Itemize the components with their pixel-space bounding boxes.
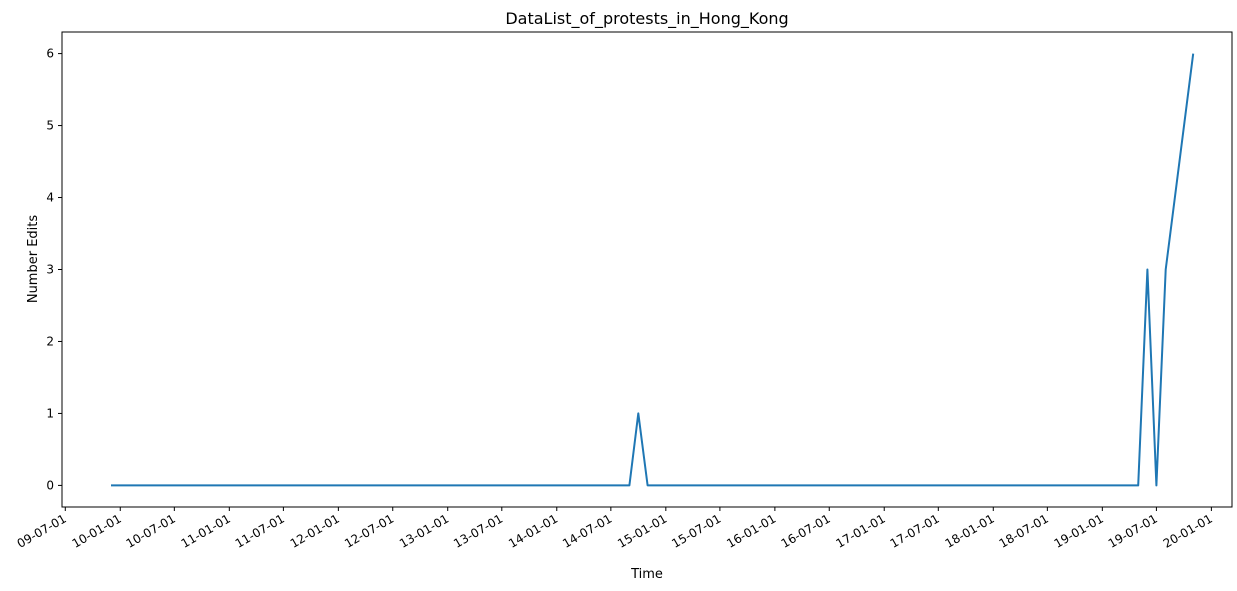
x-tick-label: 15-07-01: [669, 511, 723, 550]
x-tick-label: 16-07-01: [779, 511, 833, 550]
x-tick-label: 10-01-01: [70, 511, 124, 550]
x-tick-label: 14-07-01: [560, 511, 614, 550]
y-tick-label: 5: [46, 119, 54, 133]
x-tick-label: 19-07-01: [1106, 511, 1160, 550]
x-tick-label: 17-07-01: [888, 511, 942, 550]
y-tick-label: 2: [46, 334, 54, 348]
x-tick-label: 18-07-01: [997, 511, 1051, 550]
x-tick-label: 14-01-01: [506, 511, 560, 550]
y-tick-label: 6: [46, 47, 54, 61]
x-tick-label: 11-01-01: [179, 511, 233, 550]
series-line: [111, 53, 1195, 487]
x-tick-label: 10-07-01: [124, 511, 178, 550]
x-tick-label: 11-07-01: [233, 511, 287, 550]
x-tick-label: 19-01-01: [1052, 511, 1106, 550]
y-tick-label: 1: [46, 406, 54, 420]
x-tick-label: 13-01-01: [397, 511, 451, 550]
x-tick-label: 15-01-01: [615, 511, 669, 550]
x-tick-label: 12-07-01: [342, 511, 396, 550]
x-tick-label: 09-07-01: [15, 511, 69, 550]
x-tick-label: 13-07-01: [451, 511, 505, 550]
y-axis-label: Number Edits: [26, 215, 41, 304]
x-tick-label: 20-01-01: [1161, 511, 1215, 550]
y-tick-label: 0: [46, 478, 54, 492]
y-tick-label: 4: [46, 191, 54, 205]
series-layer: [111, 53, 1195, 487]
x-tick-label: 12-01-01: [288, 511, 342, 550]
x-tick-label: 17-01-01: [834, 511, 888, 550]
plot-frame: [61, 31, 1233, 508]
x-tick-label: 18-01-01: [943, 511, 997, 550]
x-tick-label: 16-01-01: [724, 511, 778, 550]
y-tick-label: 3: [46, 263, 54, 277]
x-axis-label: Time: [630, 567, 663, 582]
chart-title: DataList_of_protests_in_Hong_Kong: [505, 9, 788, 29]
